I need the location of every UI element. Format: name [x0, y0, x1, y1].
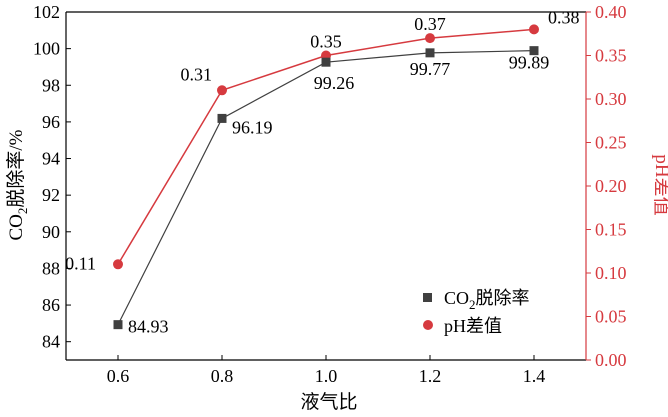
left-axis: 84 86 88 90 92 94 96 98 100 102: [33, 2, 71, 352]
x-axis: 0.6 0.8 1.0 1.2 1.4: [107, 355, 546, 386]
right-tick-label: 0.10: [595, 263, 627, 283]
data-labels: 0.11 0.31 0.35 0.37 0.38 84.93 96.19 99.26 99.77…: [65, 7, 579, 336]
left-tick-label: 84: [42, 332, 60, 352]
ph-diff-data-label: 0.11: [65, 253, 96, 273]
right-axis: 0.00 0.05 0.10 0.15 0.20 0.25 0.30 0.35 0.40: [586, 2, 627, 370]
left-tick-label: 100: [33, 39, 60, 59]
right-tick-label: 0.35: [595, 46, 627, 66]
left-axis-title: CO2脱除率/%: [5, 129, 30, 240]
legend-label-co2: CO2脱除率: [444, 288, 530, 312]
ph-diff-point: [217, 85, 227, 96]
ph-diff-data-label: 0.31: [181, 64, 213, 84]
left-tick-label: 96: [42, 112, 60, 132]
co2-removal-point: [113, 320, 123, 330]
series-layer: [113, 24, 539, 330]
x-tick-label: 1.0: [315, 366, 338, 386]
co2-removal-data-label: 84.93: [128, 317, 169, 337]
left-tick-label: 94: [42, 149, 60, 169]
x-axis-title: 液气比: [300, 391, 357, 413]
left-tick-label: 102: [33, 2, 60, 22]
ph-diff-data-label: 0.37: [414, 14, 446, 34]
ph-diff-point: [425, 33, 435, 44]
left-tick-label: 92: [42, 185, 60, 205]
co2-removal-point: [321, 57, 331, 67]
right-tick-label: 0.40: [595, 2, 627, 22]
ph-diff-data-label: 0.35: [310, 32, 342, 52]
right-axis-title: pH差值: [651, 154, 668, 215]
right-tick-label: 0.15: [595, 220, 627, 240]
right-tick-label: 0.05: [595, 307, 627, 327]
legend-label-ph: pH差值: [444, 316, 502, 336]
co2-removal-point: [529, 46, 539, 56]
left-tick-label: 90: [42, 222, 60, 242]
legend: CO2脱除率 pH差值: [423, 288, 530, 336]
right-tick-label: 0.25: [595, 133, 627, 153]
left-tick-label: 86: [42, 295, 60, 315]
ph-diff-point: [113, 259, 123, 270]
co2-removal-data-label: 99.77: [410, 59, 451, 79]
left-tick-label: 98: [42, 75, 60, 95]
ph-diff-point: [529, 24, 539, 35]
co2-removal-point: [425, 48, 435, 58]
left-tick-label: 88: [42, 258, 60, 278]
x-tick-label: 0.8: [211, 366, 234, 386]
co2-removal-data-label: 96.19: [232, 117, 273, 137]
x-tick-label: 1.2: [419, 366, 442, 386]
co2-removal-point: [217, 113, 227, 123]
co2-removal-data-label: 99.89: [509, 53, 550, 73]
x-tick-label: 1.4: [523, 366, 546, 386]
x-tick-label: 0.6: [107, 366, 130, 386]
ph-diff-data-label: 0.38: [548, 7, 580, 27]
legend-marker-ph: [423, 320, 433, 330]
right-tick-label: 0.00: [595, 350, 627, 370]
legend-marker-co2: [423, 293, 432, 302]
right-tick-label: 0.30: [595, 89, 627, 109]
co2-removal-data-label: 99.26: [314, 73, 355, 93]
right-tick-label: 0.20: [595, 176, 627, 196]
